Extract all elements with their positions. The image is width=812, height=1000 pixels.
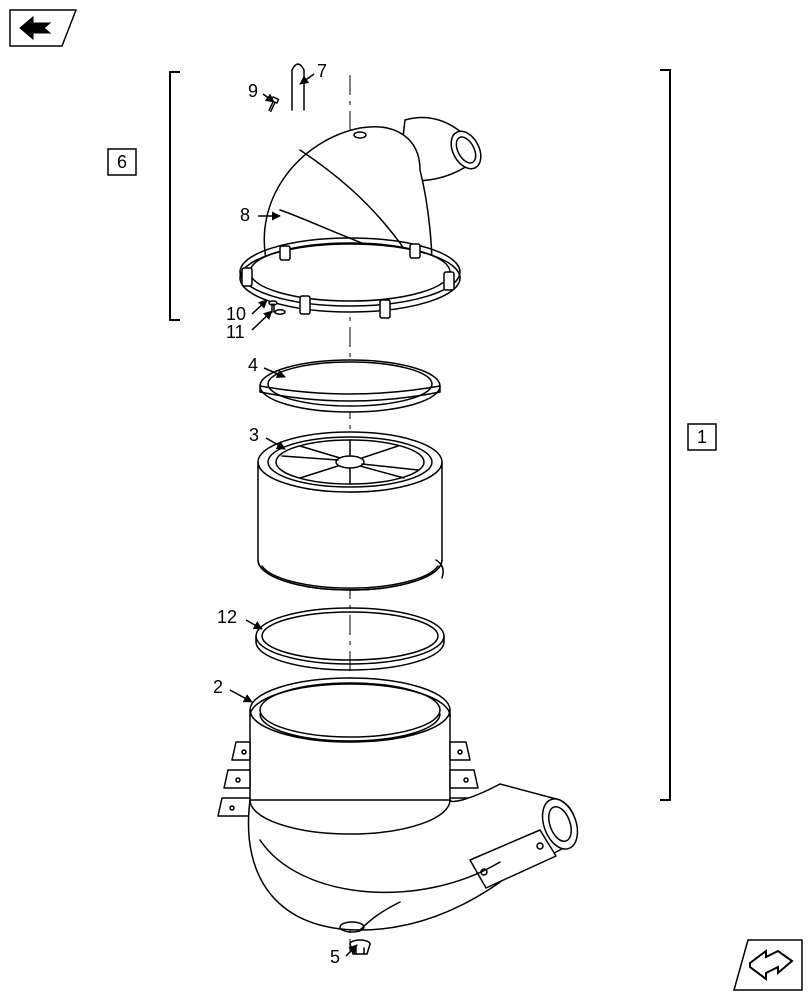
svg-text:2: 2 — [213, 677, 223, 697]
svg-text:12: 12 — [217, 607, 237, 627]
part-filter-3 — [258, 432, 443, 590]
svg-text:3: 3 — [249, 425, 259, 445]
svg-text:7: 7 — [317, 61, 327, 81]
callout-2: 2 — [213, 677, 252, 702]
callout-12: 12 — [217, 607, 262, 629]
bracket-assembly-1 — [660, 70, 670, 800]
svg-text:8: 8 — [240, 205, 250, 225]
part-drain-5 — [350, 940, 370, 954]
nav-forward-icon[interactable] — [734, 940, 802, 990]
part-clip-7 — [292, 64, 304, 110]
svg-text:10: 10 — [226, 304, 246, 324]
callout-9: 9 — [248, 81, 274, 102]
svg-text:9: 9 — [248, 81, 258, 101]
svg-text:5: 5 — [330, 947, 340, 967]
callout-6: 6 — [108, 149, 136, 175]
callout-1: 1 — [688, 424, 716, 450]
part-cap-4 — [260, 360, 440, 412]
svg-text:11: 11 — [226, 322, 245, 342]
svg-text:1: 1 — [697, 427, 707, 447]
svg-text:6: 6 — [117, 152, 127, 172]
part-cover-8 — [240, 118, 487, 319]
nav-back-icon[interactable] — [10, 10, 76, 46]
bracket-subassembly-6 — [170, 72, 180, 320]
parts-diagram: 1 6 7 9 8 10 11 4 3 12 — [0, 0, 812, 1000]
callout-10: 10 — [226, 300, 267, 324]
part-housing-2 — [218, 678, 584, 932]
callout-3: 3 — [249, 425, 285, 449]
part-washer-11 — [275, 310, 285, 314]
svg-text:4: 4 — [248, 355, 258, 375]
callout-5: 5 — [330, 945, 357, 967]
